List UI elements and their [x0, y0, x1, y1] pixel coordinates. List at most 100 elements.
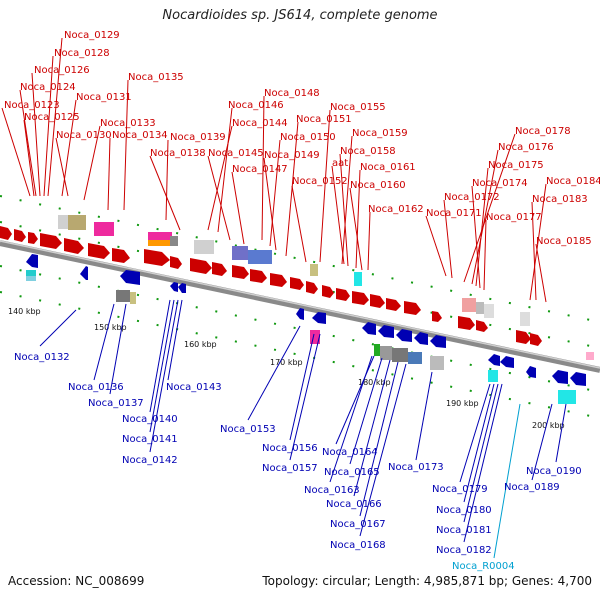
gene-arrow[interactable]	[112, 248, 130, 263]
gene-label[interactable]: Noca_0144	[232, 118, 288, 129]
feature-block[interactable]	[130, 292, 136, 304]
gene-label[interactable]: Noca_0150	[280, 132, 336, 143]
gene-label[interactable]: Noca_0139	[170, 132, 226, 143]
gene-arrow[interactable]	[28, 232, 38, 244]
gene-arrow[interactable]	[232, 265, 249, 279]
feature-block[interactable]	[310, 264, 318, 276]
feature-block[interactable]	[248, 250, 272, 264]
gene-arrow[interactable]	[500, 356, 514, 368]
gene-arrow[interactable]	[64, 238, 84, 254]
gene-label[interactable]: Noca_0171	[426, 208, 482, 219]
gene-arrow[interactable]	[322, 285, 334, 298]
gene-label[interactable]: Noca_0124	[20, 82, 76, 93]
gene-arrow[interactable]	[120, 270, 140, 285]
gene-label[interactable]: Noca_0142	[122, 455, 178, 466]
feature-block[interactable]	[488, 370, 498, 382]
gene-label[interactable]: Noca_0166	[326, 499, 382, 510]
feature-block[interactable]	[476, 302, 484, 314]
feature-block[interactable]	[148, 232, 172, 240]
feature-block[interactable]	[374, 344, 380, 356]
gene-label[interactable]: Noca_0134	[112, 130, 168, 141]
gene-arrow[interactable]	[414, 332, 428, 345]
gene-label[interactable]: Noca_0177	[486, 212, 542, 223]
gene-arrow[interactable]	[0, 226, 12, 240]
gene-label[interactable]: Noca_0161	[360, 162, 416, 173]
gene-arrow[interactable]	[476, 320, 488, 332]
gene-arrow[interactable]	[306, 281, 318, 294]
gene-label[interactable]: Noca_0126	[34, 65, 90, 76]
feature-block[interactable]	[94, 222, 114, 236]
gene-label[interactable]: Noca_0185	[536, 236, 592, 247]
gene-arrow[interactable]	[40, 233, 62, 249]
gene-arrow[interactable]	[378, 325, 394, 338]
gene-label[interactable]: Noca_0159	[352, 128, 408, 139]
gene-arrow[interactable]	[386, 298, 401, 311]
rna-gene-label[interactable]: Noca_R0004	[452, 561, 515, 572]
gene-label[interactable]: Noca_0128	[54, 48, 110, 59]
gene-label[interactable]: Noca_0158	[340, 146, 396, 157]
gene-arrow[interactable]	[396, 329, 412, 342]
gene-label[interactable]: Noca_0179	[432, 484, 488, 495]
gene-arrow[interactable]	[80, 266, 88, 280]
feature-block[interactable]	[194, 240, 214, 254]
gene-arrow[interactable]	[552, 370, 568, 384]
gene-label[interactable]: Noca_0175	[488, 160, 544, 171]
gene-label[interactable]: Noca_0147	[232, 164, 288, 175]
feature-block[interactable]	[430, 356, 444, 370]
gene-label[interactable]: Noca_0130	[56, 130, 112, 141]
gene-arrow[interactable]	[526, 366, 536, 378]
gene-label[interactable]: Noca_0153	[220, 424, 276, 435]
gene-label[interactable]: Noca_0140	[122, 414, 178, 425]
gene-label[interactable]: Noca_0143	[166, 382, 222, 393]
gene-label[interactable]: Noca_0145	[208, 148, 264, 159]
gene-arrow[interactable]	[144, 249, 170, 266]
gene-label[interactable]: Noca_0172	[444, 192, 500, 203]
gene-label[interactable]: Noca_0174	[472, 178, 528, 189]
feature-block[interactable]	[354, 272, 362, 286]
gene-label[interactable]: Noca_0133	[100, 118, 156, 129]
gene-arrow[interactable]	[170, 282, 178, 292]
feature-block[interactable]	[148, 240, 170, 246]
feature-block[interactable]	[520, 312, 530, 326]
gene-label[interactable]: Noca_0163	[304, 485, 360, 496]
gene-label[interactable]: Noca_0162	[368, 204, 424, 215]
gene-label[interactable]: Noca_0165	[324, 467, 380, 478]
gene-arrow[interactable]	[404, 301, 421, 315]
gene-label[interactable]: Noca_0156	[262, 443, 318, 454]
gene-label[interactable]: Noca_0183	[532, 194, 588, 205]
gene-label[interactable]: Noca_0138	[150, 148, 206, 159]
feature-block[interactable]	[26, 276, 36, 281]
gene-label[interactable]: Noca_0178	[515, 126, 571, 137]
gene-label[interactable]: Noca_0146	[228, 100, 284, 111]
gene-label[interactable]: Noca_0141	[122, 434, 178, 445]
gene-arrow[interactable]	[570, 372, 586, 386]
gene-label[interactable]: Noca_0123	[4, 100, 60, 111]
feature-block[interactable]	[58, 215, 68, 229]
gene-label[interactable]: Noca_0168	[330, 540, 386, 551]
gene-label[interactable]: Noca_0155	[330, 102, 386, 113]
gene-label[interactable]: Noca_0157	[262, 463, 318, 474]
gene-arrow[interactable]	[270, 273, 287, 287]
gene-arrow[interactable]	[190, 258, 212, 274]
feature-block[interactable]	[392, 348, 408, 362]
gene-arrow[interactable]	[488, 354, 500, 366]
gene-label[interactable]: Noca_0131	[76, 92, 132, 103]
gene-label[interactable]: Noca_0151	[296, 114, 352, 125]
gene-arrow[interactable]	[530, 333, 542, 346]
gene-label[interactable]: Noca_0136	[68, 382, 124, 393]
gene-arrow[interactable]	[250, 269, 267, 283]
gene-label[interactable]: Noca_0173	[388, 462, 444, 473]
gene-arrow[interactable]	[290, 277, 304, 290]
gene-label[interactable]: Noca_0167	[330, 519, 386, 530]
feature-block[interactable]	[116, 290, 130, 302]
gene-arrow[interactable]	[312, 312, 326, 324]
gene-arrow[interactable]	[26, 254, 38, 268]
gene-arrow[interactable]	[178, 283, 186, 293]
gene-label[interactable]: Noca_0129	[64, 30, 120, 41]
gene-arrow[interactable]	[88, 243, 110, 259]
feature-block[interactable]	[484, 304, 494, 318]
feature-block[interactable]	[68, 215, 86, 230]
gene-label[interactable]: Noca_0190	[526, 466, 582, 477]
gene-label[interactable]: aat	[332, 158, 348, 169]
feature-block[interactable]	[558, 390, 576, 404]
